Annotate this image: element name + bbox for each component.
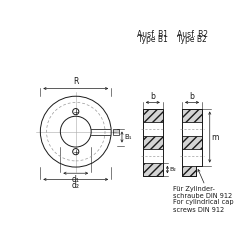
Bar [182, 166, 196, 176]
Text: b: b [150, 92, 155, 101]
Text: b: b [190, 92, 194, 101]
Bar [143, 136, 163, 149]
Text: d₁: d₁ [72, 175, 80, 184]
Bar [143, 108, 163, 122]
Text: For cylindrical cap
screws DIN 912: For cylindrical cap screws DIN 912 [173, 200, 234, 213]
Text: Type B1: Type B1 [138, 34, 168, 43]
Text: m: m [211, 132, 219, 141]
Text: B₂: B₂ [169, 167, 176, 172]
Text: d₂: d₂ [72, 181, 80, 190]
Bar [143, 163, 163, 176]
Bar [182, 108, 202, 122]
Text: R: R [73, 77, 78, 86]
Text: Für Zylinder-
schraube DIN 912: Für Zylinder- schraube DIN 912 [173, 186, 232, 199]
Text: B₁: B₁ [124, 134, 132, 140]
Bar [113, 128, 119, 135]
Text: Ausf. B2: Ausf. B2 [176, 30, 208, 39]
Text: Ausf. B1: Ausf. B1 [137, 30, 168, 39]
Bar [143, 108, 163, 176]
Bar [182, 136, 202, 149]
Text: Type B2: Type B2 [177, 34, 207, 43]
